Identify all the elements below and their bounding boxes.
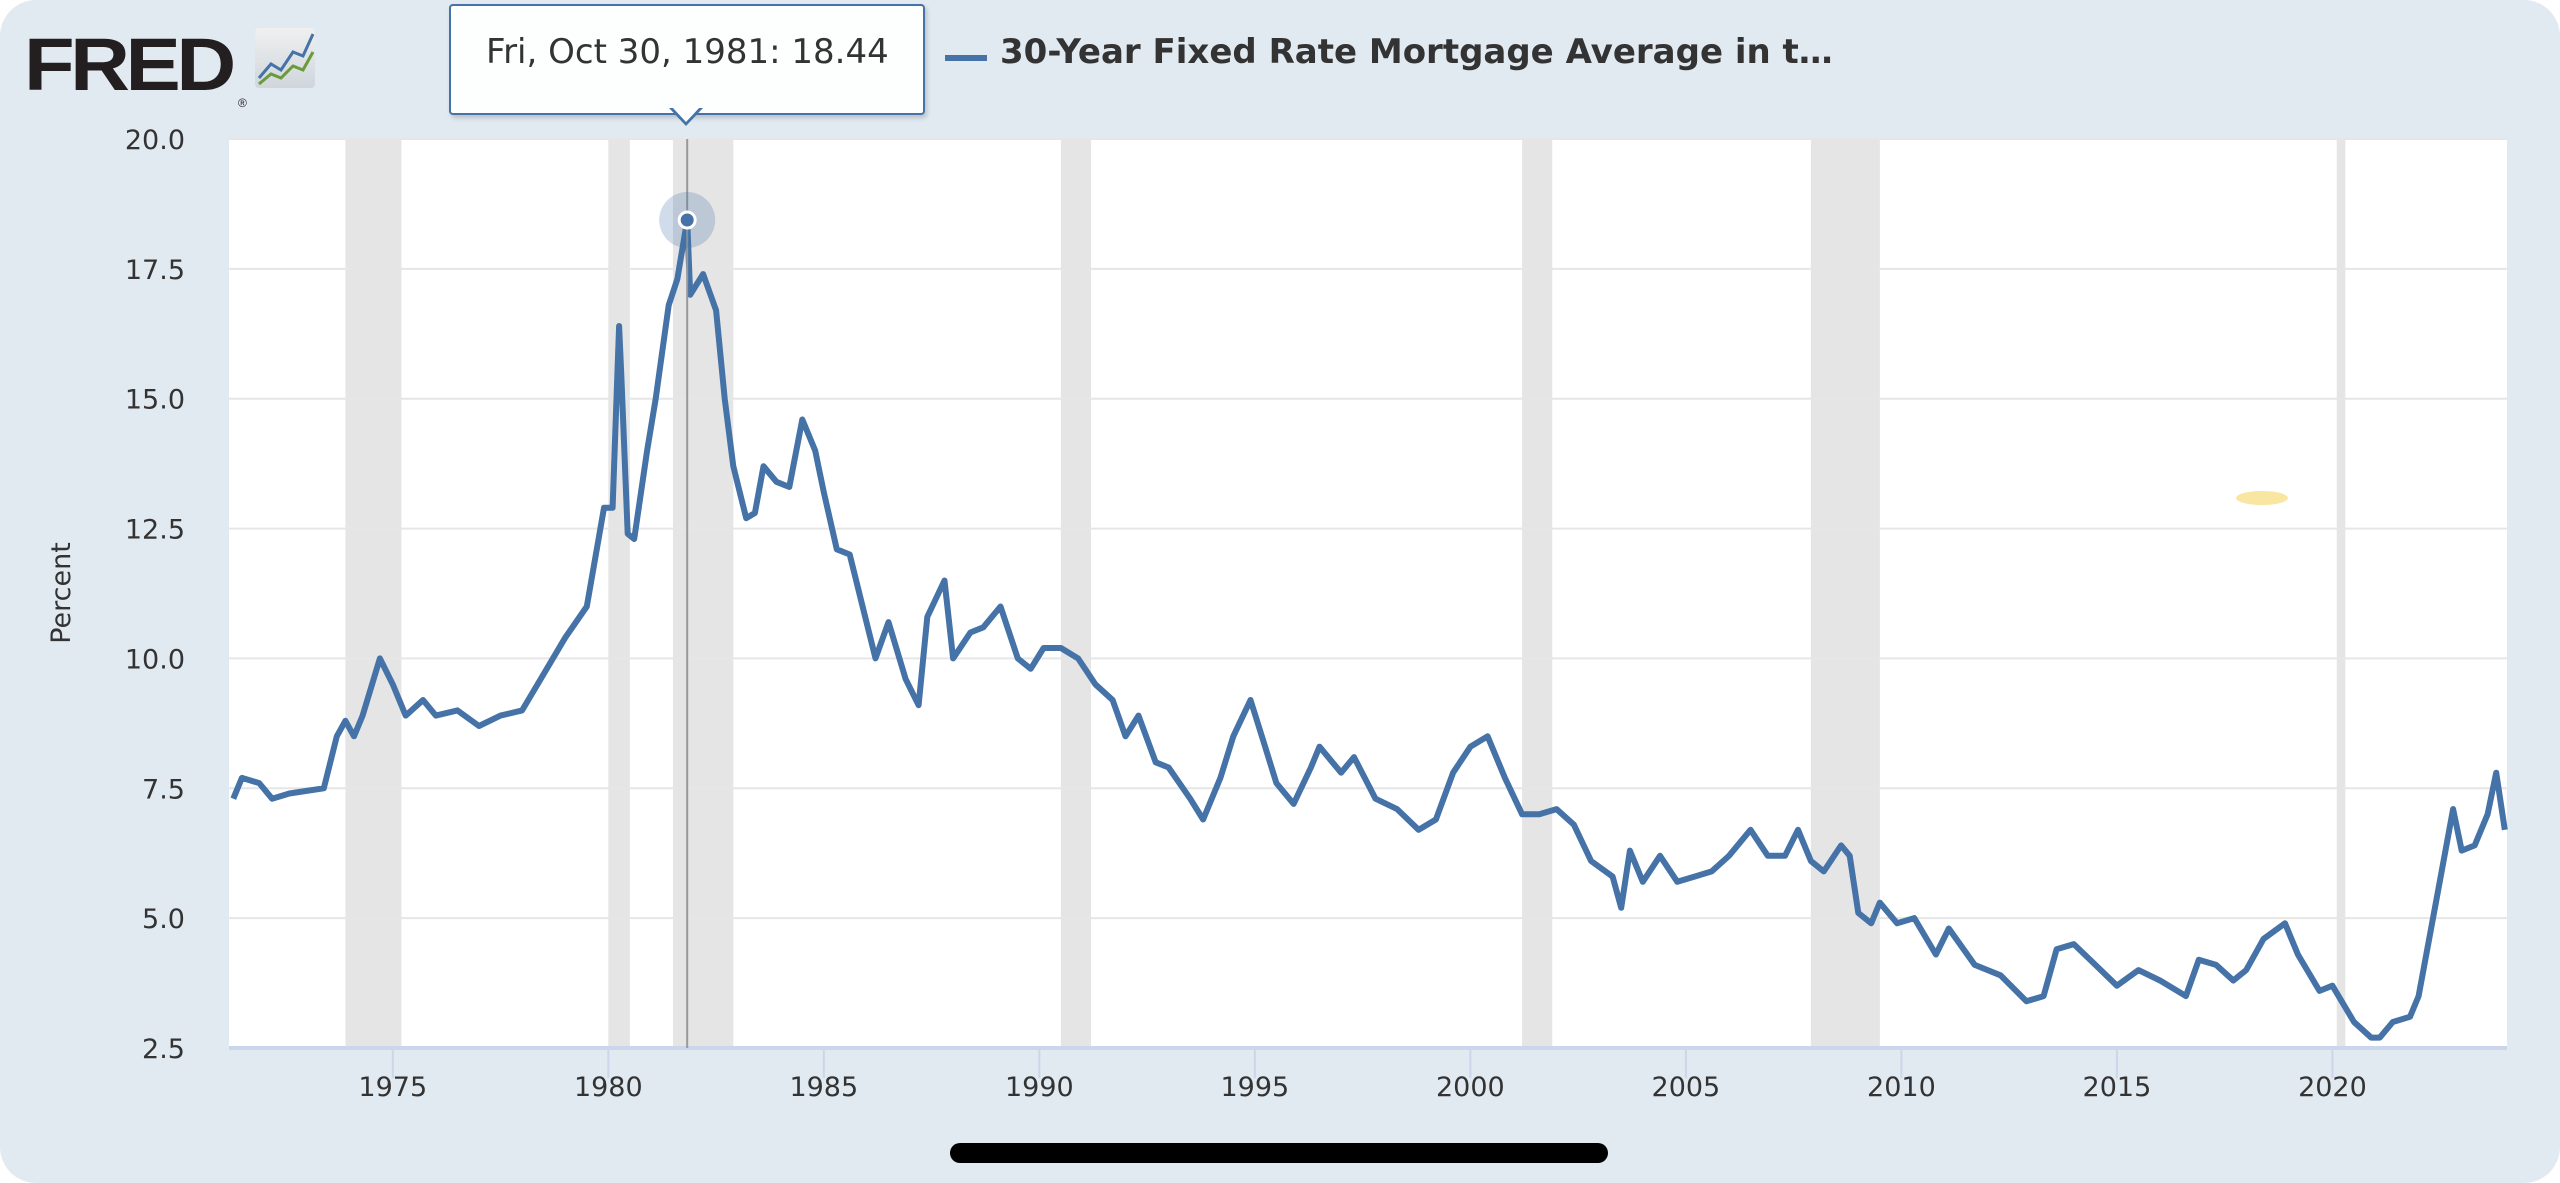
x-tick-label: 1980 <box>574 1072 643 1103</box>
x-tick-label: 2005 <box>1652 1072 1721 1103</box>
recession-band <box>345 139 402 1048</box>
y-tick-label: 15.0 <box>125 385 185 416</box>
x-tick-label: 2020 <box>2298 1072 2367 1103</box>
x-tick-label: 1975 <box>358 1072 427 1103</box>
tooltip-arrow-inner <box>672 107 700 122</box>
y-tick-label: 5.0 <box>142 904 185 935</box>
x-tick-label: 1995 <box>1220 1072 1289 1103</box>
recession-band <box>1810 139 1880 1048</box>
y-tick-label: 2.5 <box>142 1034 185 1065</box>
home-indicator[interactable] <box>950 1143 1608 1163</box>
tooltip-text: Fri, Oct 30, 1981: 18.44 <box>486 32 889 72</box>
y-tick-label: 17.5 <box>125 255 185 286</box>
recession-band <box>1060 139 1092 1048</box>
x-tick-label: 2000 <box>1436 1072 1505 1103</box>
recession-band <box>672 139 734 1048</box>
hover-point[interactable] <box>677 210 697 230</box>
series-line[interactable] <box>230 217 2508 1041</box>
fred-logo: FRED <box>24 23 236 106</box>
y-tick-label: 10.0 <box>125 644 185 675</box>
recession-band <box>2336 139 2346 1048</box>
highlight-smudge <box>2236 491 2288 505</box>
x-tick-label: 2010 <box>1867 1072 1936 1103</box>
chart-lines-icon <box>255 28 315 88</box>
y-tick-label: 7.5 <box>142 774 185 805</box>
y-tick-label: 12.5 <box>125 515 185 546</box>
x-tick-label: 2015 <box>2083 1072 2152 1103</box>
y-tick-label: 20.0 <box>125 125 185 156</box>
recession-band <box>608 139 630 1048</box>
plot-area <box>229 139 2507 1048</box>
x-tick-label: 1985 <box>789 1072 858 1103</box>
x-tick-label: 1990 <box>1005 1072 1074 1103</box>
legend-series-swatch <box>945 55 987 61</box>
y-axis-title: Percent <box>46 542 77 644</box>
chart-title[interactable]: 30-Year Fixed Rate Mortgage Average in t… <box>1000 32 1833 72</box>
recession-band <box>1522 139 1553 1048</box>
registered-mark: ® <box>238 96 247 110</box>
